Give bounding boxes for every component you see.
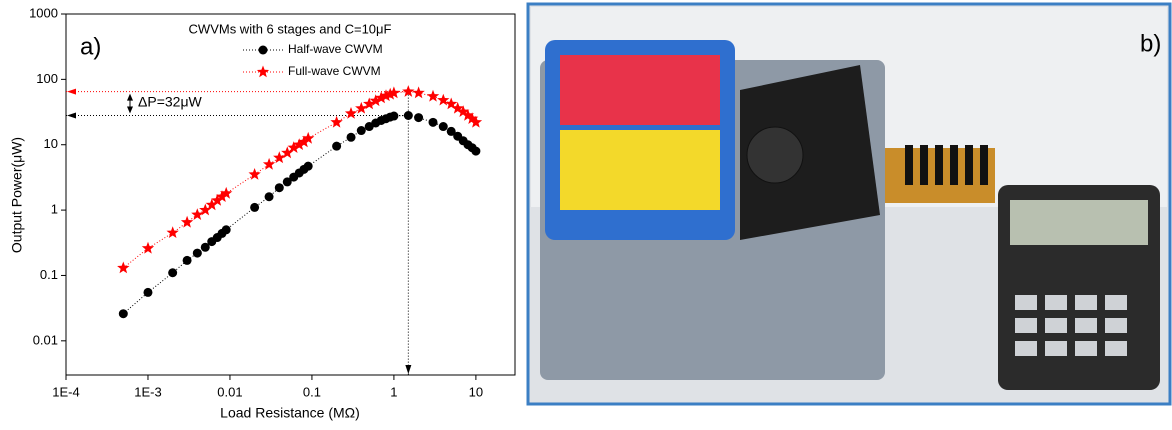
x-tick-label: 1 — [390, 384, 397, 399]
data-point — [168, 268, 178, 278]
data-point — [211, 194, 224, 206]
data-point — [332, 141, 342, 151]
data-point — [117, 261, 130, 274]
y-tick-label: 0.01 — [33, 332, 58, 347]
x-axis-label: Load Resistance (MΩ) — [220, 405, 360, 421]
x-tick-label: 0.1 — [303, 384, 321, 399]
data-point — [389, 111, 399, 121]
delta-arrow-head — [127, 93, 133, 114]
panel-label: a) — [80, 33, 101, 60]
guide-arrow — [405, 365, 412, 374]
data-point — [205, 198, 218, 211]
data-point — [355, 101, 368, 114]
y-tick-label: 10 — [44, 136, 58, 151]
data-point — [414, 113, 424, 123]
photo: b) — [526, 2, 1172, 406]
guide-arrow — [67, 112, 76, 119]
dial-plate — [740, 65, 880, 240]
data-point — [248, 168, 261, 180]
data-point — [182, 255, 192, 265]
data-point — [384, 87, 397, 100]
data-point — [220, 186, 233, 199]
x-tick-label: 1E-3 — [134, 384, 161, 399]
data-point — [262, 157, 276, 170]
y-axis-label: Output Power(μW) — [9, 137, 25, 253]
data-point — [437, 93, 450, 106]
data-point — [466, 112, 479, 124]
data-point — [303, 161, 313, 171]
data-point — [461, 109, 475, 121]
data-point — [457, 105, 470, 117]
data-point — [412, 86, 425, 99]
data-point — [215, 190, 229, 202]
data-point — [403, 111, 413, 121]
data-point — [143, 287, 153, 297]
data-point — [118, 309, 128, 319]
data-point — [426, 89, 440, 102]
legend-label: Half-wave CWVM — [288, 42, 383, 56]
data-point — [192, 248, 202, 258]
data-point — [302, 131, 315, 144]
x-tick-label: 1E-4 — [52, 384, 79, 399]
data-point — [344, 107, 358, 119]
guide-arrow — [67, 88, 76, 95]
y-tick-label: 100 — [36, 71, 58, 86]
calculator-keys — [1015, 295, 1127, 356]
data-point — [281, 146, 294, 159]
data-point — [250, 202, 260, 212]
data-point — [199, 203, 212, 216]
calculator-display — [1010, 200, 1148, 245]
red-coil — [560, 55, 720, 125]
data-point — [330, 115, 343, 128]
data-point — [282, 177, 292, 187]
dial-knob — [746, 126, 804, 184]
data-point — [221, 225, 231, 235]
data-point — [180, 215, 194, 228]
y-tick-label: 0.1 — [40, 267, 58, 282]
data-point — [379, 89, 393, 102]
data-point — [273, 151, 286, 164]
data-point — [293, 138, 306, 150]
legend-marker — [258, 45, 268, 55]
data-point — [200, 242, 210, 252]
data-point — [369, 94, 382, 107]
data-point — [191, 208, 204, 220]
data-point — [469, 115, 483, 128]
legend-label: Full-wave CWVM — [288, 64, 381, 78]
data-point — [446, 126, 456, 136]
data-point — [274, 183, 284, 193]
delta-annotation: ΔP=32μW — [138, 94, 203, 110]
plot-frame — [65, 13, 516, 376]
data-point — [471, 146, 481, 156]
data-point — [141, 241, 155, 254]
data-point — [356, 126, 366, 136]
data-point — [428, 117, 438, 127]
data-point — [287, 141, 300, 153]
data-point — [445, 97, 458, 110]
x-tick-label: 0.01 — [217, 384, 242, 399]
y-tick-label: 1000 — [29, 5, 58, 20]
y-tick-label: 1 — [51, 202, 58, 217]
data-point — [387, 86, 401, 99]
data-point — [264, 192, 274, 202]
data-point — [363, 97, 376, 110]
data-point — [402, 85, 415, 97]
capacitors — [905, 145, 988, 185]
data-point — [438, 122, 448, 132]
panel-label: b) — [1140, 30, 1161, 57]
data-point — [451, 101, 464, 114]
data-point — [166, 226, 179, 238]
legend-marker — [256, 65, 270, 78]
data-point — [346, 132, 356, 142]
legend-title: CWVMs with 6 stages and C=10μF — [189, 21, 392, 36]
data-point — [297, 135, 311, 148]
data-point — [375, 91, 388, 104]
x-tick-label: 10 — [469, 384, 483, 399]
yellow-coil — [560, 130, 720, 210]
